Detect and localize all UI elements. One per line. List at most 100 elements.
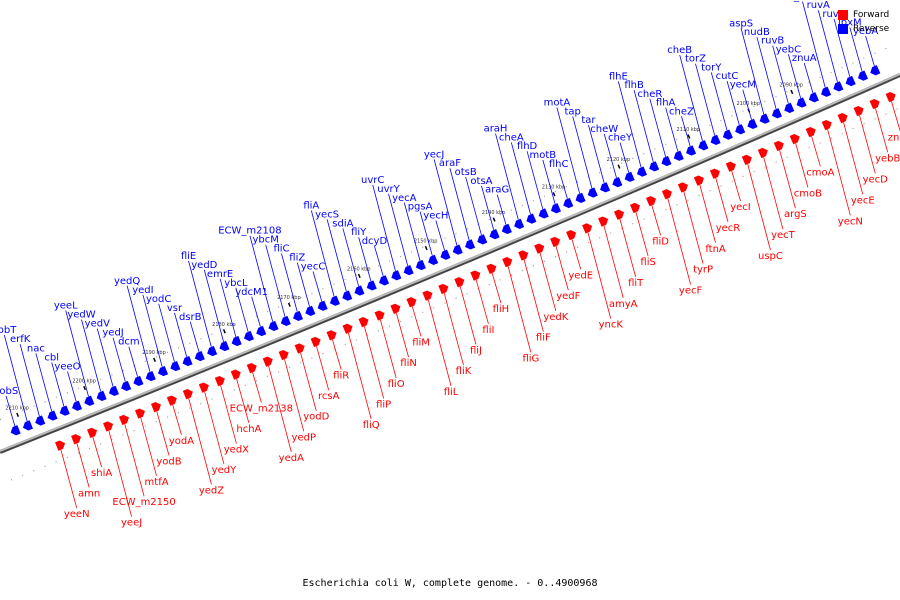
gene-arrow[interactable] <box>230 368 243 380</box>
gene-arrow[interactable] <box>267 320 279 333</box>
gene-arrow[interactable] <box>166 394 179 406</box>
gene-arrow[interactable] <box>438 282 450 295</box>
gene-arrow[interactable] <box>21 420 33 432</box>
gene-arrow[interactable] <box>486 262 498 274</box>
gene-arrow[interactable] <box>582 222 594 234</box>
gene-arrow[interactable] <box>193 350 205 363</box>
gene-arrow[interactable] <box>326 329 339 341</box>
gene-arrow[interactable] <box>342 322 355 334</box>
gene-arrow[interactable] <box>118 413 131 426</box>
gene-arrow[interactable] <box>156 365 169 378</box>
gene-arrow[interactable] <box>537 208 549 220</box>
gene-arrow[interactable] <box>709 167 722 179</box>
gene-arrow[interactable] <box>426 254 439 267</box>
gene-arrow[interactable] <box>660 155 672 168</box>
gene-arrow[interactable] <box>623 171 635 184</box>
gene-arrow[interactable] <box>821 118 834 131</box>
gene-arrow[interactable] <box>697 140 709 152</box>
gene-arrow[interactable] <box>598 215 610 227</box>
gene-arrow[interactable] <box>181 355 193 368</box>
gene-arrow[interactable] <box>119 380 132 393</box>
gene-arrow[interactable] <box>132 375 144 388</box>
gene-arrow[interactable] <box>218 340 230 353</box>
gene-arrow[interactable] <box>451 244 463 257</box>
gene-arrow[interactable] <box>770 108 783 120</box>
gene-arrow[interactable] <box>677 181 690 193</box>
gene-arrow[interactable] <box>358 316 371 328</box>
gene-arrow[interactable] <box>377 275 390 287</box>
gene-arrow[interactable] <box>885 90 898 103</box>
gene-arrow[interactable] <box>34 415 46 427</box>
gene-arrow[interactable] <box>502 256 514 268</box>
gene-arrow[interactable] <box>672 150 684 163</box>
gene-arrow[interactable] <box>586 187 598 199</box>
gene-arrow[interactable] <box>291 310 304 323</box>
gene-arrow[interactable] <box>534 242 546 254</box>
gene-arrow[interactable] <box>470 269 482 281</box>
gene-arrow[interactable] <box>512 218 525 231</box>
gene-arrow[interactable] <box>549 203 562 215</box>
gene-arrow[interactable] <box>150 401 163 413</box>
gene-arrow[interactable] <box>294 342 307 354</box>
gene-arrow[interactable] <box>353 285 365 297</box>
gene-arrow[interactable] <box>454 276 466 288</box>
gene-arrow[interactable] <box>58 405 70 418</box>
gene-arrow[interactable] <box>629 201 642 214</box>
gene-arrow[interactable] <box>103 420 115 432</box>
gene-arrow[interactable] <box>741 153 754 166</box>
gene-arrow[interactable] <box>805 125 818 138</box>
gene-arrow[interactable] <box>733 124 746 136</box>
gene-arrow[interactable] <box>645 194 658 207</box>
gene-arrow[interactable] <box>414 259 426 272</box>
gene-arrow[interactable] <box>71 433 83 445</box>
gene-arrow[interactable] <box>758 113 770 125</box>
gene-arrow[interactable] <box>107 385 119 398</box>
gene-arrow[interactable] <box>374 309 387 321</box>
gene-arrow[interactable] <box>246 362 259 374</box>
gene-arrow[interactable] <box>832 81 844 93</box>
gene-arrow[interactable] <box>278 348 291 361</box>
gene-arrow[interactable] <box>789 132 802 145</box>
gene-arrow[interactable] <box>242 330 254 343</box>
gene-arrow[interactable] <box>169 360 181 373</box>
gene-arrow[interactable] <box>684 145 697 157</box>
gene-arrow[interactable] <box>310 335 323 348</box>
gene-arrow[interactable] <box>611 176 623 189</box>
gene-arrow[interactable] <box>868 65 881 77</box>
gene-arrow[interactable] <box>95 390 107 403</box>
gene-arrow[interactable] <box>304 305 316 318</box>
gene-arrow[interactable] <box>613 208 626 220</box>
gene-arrow[interactable] <box>869 97 882 110</box>
gene-arrow[interactable] <box>46 410 58 422</box>
gene-arrow[interactable] <box>214 375 227 387</box>
gene-arrow[interactable] <box>488 229 500 241</box>
gene-arrow[interactable] <box>693 174 706 186</box>
gene-arrow[interactable] <box>856 70 869 82</box>
gene-arrow[interactable] <box>9 425 21 437</box>
gene-arrow[interactable] <box>439 249 451 262</box>
gene-arrow[interactable] <box>721 129 733 141</box>
gene-arrow[interactable] <box>390 302 402 314</box>
gene-arrow[interactable] <box>773 139 786 152</box>
gene-arrow[interactable] <box>566 228 578 241</box>
gene-arrow[interactable] <box>87 426 99 438</box>
gene-arrow[interactable] <box>198 381 211 393</box>
gene-arrow[interactable] <box>746 118 758 131</box>
gene-arrow[interactable] <box>635 166 648 178</box>
gene-arrow[interactable] <box>500 223 512 236</box>
gene-arrow[interactable] <box>341 290 353 303</box>
gene-arrow[interactable] <box>365 280 377 292</box>
gene-arrow[interactable] <box>402 265 414 277</box>
gene-arrow[interactable] <box>422 289 434 301</box>
gene-arrow[interactable] <box>144 370 156 383</box>
gene-arrow[interactable] <box>574 192 586 205</box>
gene-arrow[interactable] <box>518 249 530 261</box>
gene-arrow[interactable] <box>70 400 83 413</box>
gene-arrow[interactable] <box>476 234 488 246</box>
gene-arrow[interactable] <box>463 239 476 251</box>
gene-arrow[interactable] <box>279 315 291 328</box>
gene-arrow[interactable] <box>837 111 850 124</box>
gene-arrow[interactable] <box>134 407 147 419</box>
gene-arrow[interactable] <box>390 270 402 282</box>
gene-arrow[interactable] <box>550 235 562 248</box>
